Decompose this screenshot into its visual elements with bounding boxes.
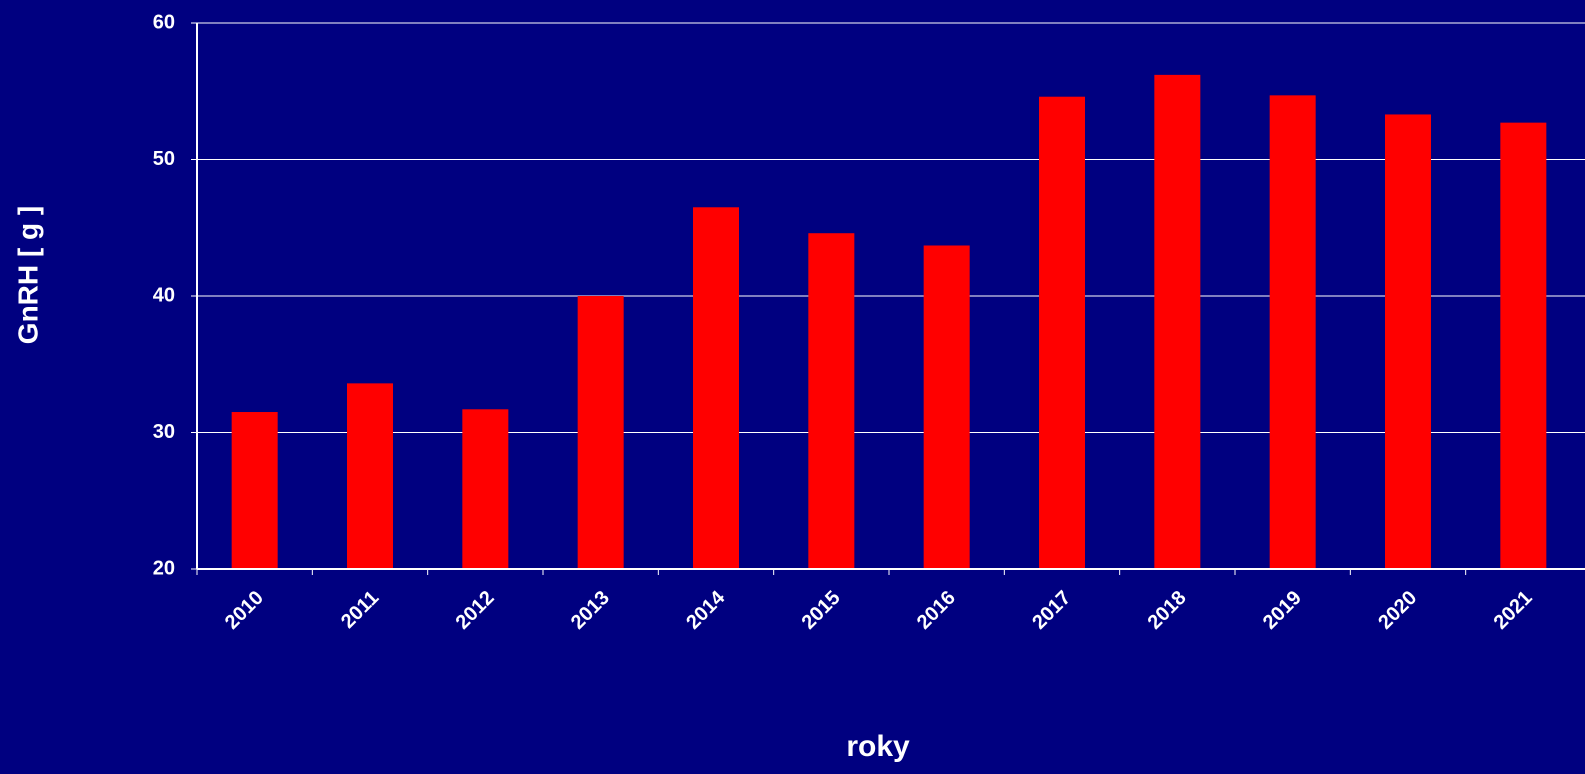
bar: [231, 412, 278, 569]
bar: [347, 383, 393, 569]
bar: [808, 233, 855, 569]
bar: [1039, 96, 1085, 570]
y-tick-label: 50: [153, 148, 175, 170]
y-tick-label: 60: [153, 11, 175, 33]
bar: [577, 296, 624, 569]
bar: [462, 409, 509, 569]
bar: [1269, 95, 1316, 569]
y-tick-label: 20: [153, 557, 175, 579]
x-axis-title: roky: [846, 730, 910, 763]
y-tick-label: 40: [153, 284, 175, 306]
y-tick-label: 30: [153, 421, 175, 443]
bar: [1385, 114, 1431, 569]
y-axis-title: GnRH [ g ]: [12, 206, 43, 344]
bar: [1154, 74, 1201, 570]
bar: [923, 245, 970, 569]
bar: [1500, 122, 1547, 570]
bar: [693, 207, 739, 569]
